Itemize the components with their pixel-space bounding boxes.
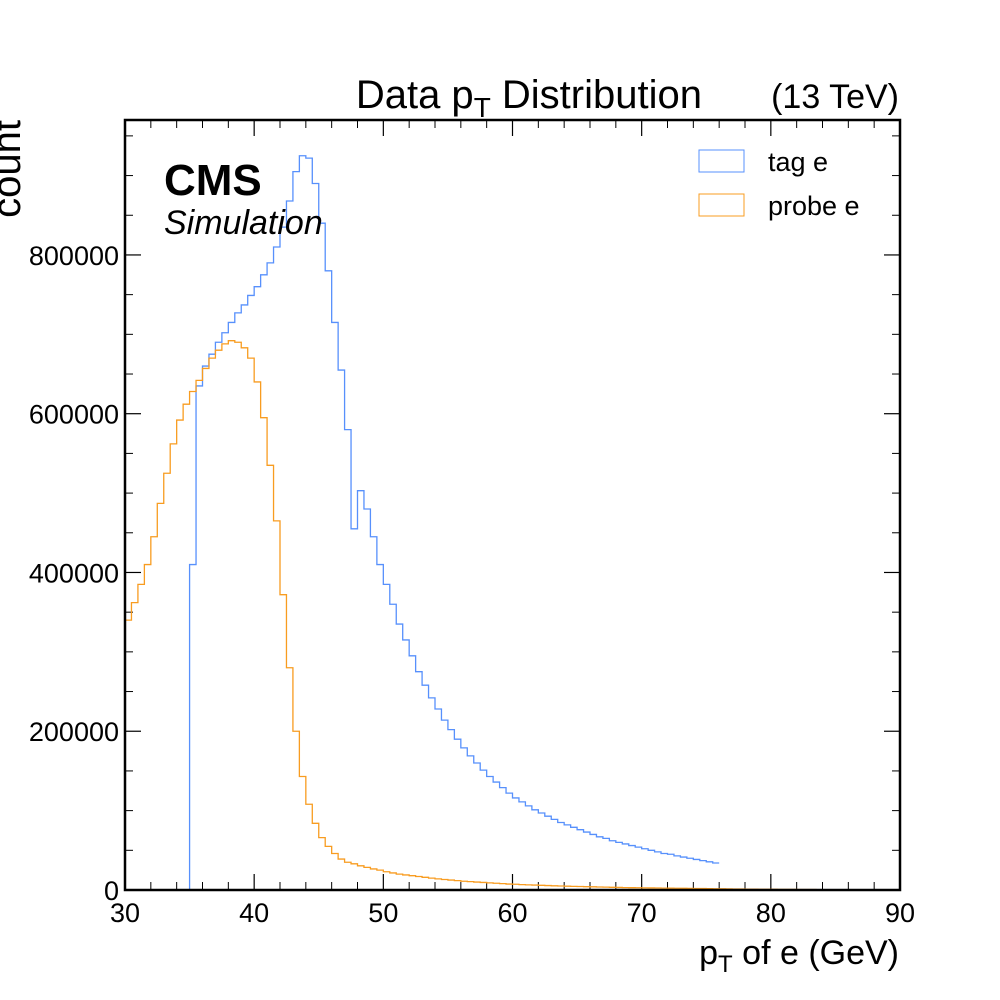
y-tick-label: 0 bbox=[104, 876, 119, 906]
y-tick-label: 200000 bbox=[29, 717, 119, 747]
x-tick-label: 70 bbox=[627, 898, 657, 928]
legend-label-probe: probe e bbox=[768, 191, 860, 221]
x-axis-label: pT of e (GeV) bbox=[699, 934, 899, 978]
x-tick-label: 50 bbox=[368, 898, 398, 928]
y-tick-label: 600000 bbox=[29, 400, 119, 430]
y-tick-label: 400000 bbox=[29, 558, 119, 588]
x-tick-label: 30 bbox=[110, 898, 140, 928]
series-layer bbox=[125, 155, 900, 891]
x-tick-label: 80 bbox=[756, 898, 786, 928]
y-tick-label: 800000 bbox=[29, 241, 119, 271]
x-tick-label: 60 bbox=[497, 898, 527, 928]
x-tick-label: 40 bbox=[239, 898, 269, 928]
legend-swatch-probe bbox=[698, 193, 745, 217]
status-label: Simulation bbox=[164, 204, 323, 242]
legend-swatch-tag bbox=[698, 149, 745, 173]
axis-ticks: 30 40 50 60 70 80 90 0 200000 400000 600000 800000 bbox=[29, 120, 915, 928]
series-line-probe-e bbox=[125, 340, 900, 891]
experiment-label: CMS bbox=[164, 156, 262, 205]
series-line-tag-e bbox=[125, 155, 720, 891]
legend: tag e probe e bbox=[698, 147, 860, 221]
legend-label-tag: tag e bbox=[768, 147, 828, 177]
energy-label: (13 TeV) bbox=[771, 78, 899, 116]
plot-frame bbox=[123, 118, 902, 892]
x-tick-label: 90 bbox=[885, 898, 915, 928]
y-axis-label: count bbox=[0, 120, 29, 218]
chart-title: Data pT Distribution bbox=[356, 73, 702, 123]
